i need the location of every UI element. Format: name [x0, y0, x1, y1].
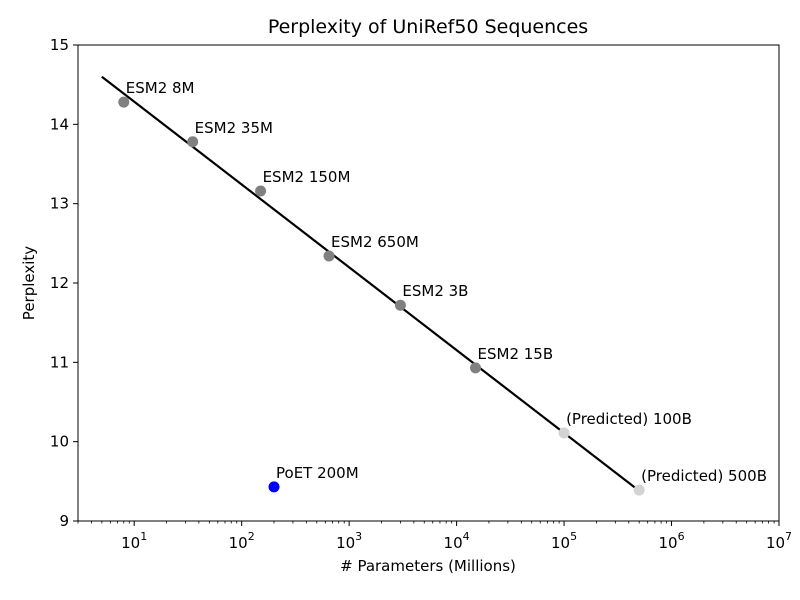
data-point: [470, 362, 482, 374]
trend-line: [101, 75, 640, 492]
data-point: [255, 185, 267, 197]
data-point: [633, 484, 645, 496]
y-tick-label: 14: [50, 115, 69, 133]
x-tick-label: 102: [229, 530, 255, 552]
point-label: (Predicted) 500B: [641, 467, 767, 485]
x-tick-label: 104: [444, 530, 470, 552]
point-label: ESM2 35M: [195, 119, 273, 137]
plot-area: ESM2 8M ESM2 35M ESM2 150M ESM2 650M ESM2 3B…: [101, 75, 767, 496]
x-axis-label: # Parameters (Millions): [340, 557, 516, 575]
x-tick-exponent: 6: [678, 530, 685, 543]
x-tick-exponent: 5: [570, 530, 577, 543]
point-label: ESM2 150M: [263, 168, 351, 186]
x-tick-label: 107: [766, 530, 792, 552]
point-label: ESM2 15B: [478, 345, 554, 363]
x-tick-base: 10: [551, 534, 570, 552]
y-tick-label: 10: [50, 433, 69, 451]
point-label: ESM2 650M: [331, 233, 419, 251]
data-point: [268, 481, 280, 493]
x-tick-label: 103: [336, 530, 362, 552]
chart-title: Perplexity of UniRef50 Sequences: [268, 16, 588, 38]
x-tick-label: 106: [658, 530, 684, 552]
x-tick-base: 10: [121, 534, 140, 552]
data-point: [187, 136, 199, 148]
x-axis: 101 102 103 104 105 106 107: [77, 521, 792, 552]
y-axis-label: Perplexity: [20, 246, 38, 320]
y-tick-label: 12: [50, 274, 69, 292]
x-tick-base: 10: [336, 534, 355, 552]
x-tick-exponent: 1: [140, 530, 147, 543]
x-tick-base: 10: [444, 534, 463, 552]
y-tick-label: 11: [50, 353, 69, 371]
data-point: [394, 299, 406, 311]
x-tick-base: 10: [229, 534, 248, 552]
point-label: (Predicted) 100B: [566, 410, 692, 428]
data-point: [118, 96, 130, 108]
x-tick-base: 10: [658, 534, 677, 552]
data-point: [323, 250, 335, 262]
y-tick-label: 13: [50, 195, 69, 213]
x-tick-label: 105: [551, 530, 577, 552]
x-tick-exponent: 2: [248, 530, 255, 543]
point-label: ESM2 3B: [402, 282, 468, 300]
y-tick-label: 15: [50, 36, 69, 54]
x-tick-exponent: 3: [355, 530, 362, 543]
data-point: [558, 427, 570, 439]
x-tick-exponent: 4: [463, 530, 470, 543]
x-tick-exponent: 7: [785, 530, 792, 543]
x-tick-label: 101: [121, 530, 147, 552]
x-tick-base: 10: [766, 534, 785, 552]
y-axis: 9 10 11 12 13 14 15: [50, 36, 78, 530]
y-tick-label: 9: [59, 512, 69, 530]
point-label: PoET 200M: [276, 464, 359, 482]
point-label: ESM2 8M: [126, 79, 195, 97]
